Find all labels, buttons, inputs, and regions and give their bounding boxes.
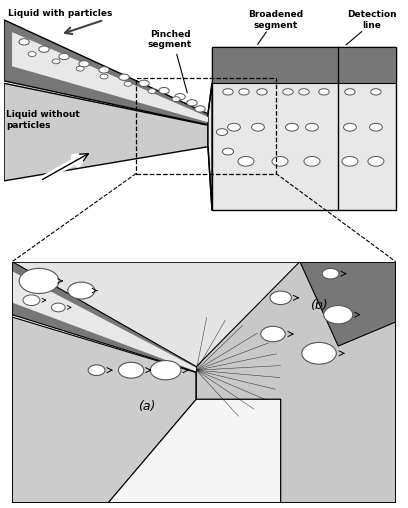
Circle shape — [39, 46, 49, 52]
Circle shape — [51, 303, 65, 312]
Circle shape — [342, 156, 358, 166]
Circle shape — [368, 156, 384, 166]
Circle shape — [187, 100, 197, 106]
Circle shape — [344, 123, 356, 131]
Circle shape — [52, 59, 60, 64]
Circle shape — [222, 148, 234, 155]
Polygon shape — [12, 271, 196, 371]
Circle shape — [148, 89, 156, 93]
Circle shape — [371, 89, 381, 95]
Circle shape — [175, 93, 185, 100]
Text: Detection
line: Detection line — [347, 10, 397, 29]
Circle shape — [100, 74, 108, 79]
Circle shape — [223, 89, 233, 95]
Polygon shape — [212, 47, 396, 210]
Text: Liquid with particles: Liquid with particles — [8, 9, 113, 18]
Polygon shape — [196, 262, 396, 503]
Circle shape — [261, 326, 285, 342]
Circle shape — [216, 129, 228, 136]
Circle shape — [270, 291, 291, 305]
Circle shape — [119, 74, 129, 80]
Circle shape — [88, 365, 105, 375]
Circle shape — [304, 156, 320, 166]
Polygon shape — [108, 373, 281, 503]
Circle shape — [286, 123, 298, 131]
Polygon shape — [12, 262, 196, 372]
Circle shape — [118, 362, 144, 378]
Polygon shape — [12, 32, 208, 122]
Circle shape — [306, 123, 318, 131]
Circle shape — [319, 89, 329, 95]
Circle shape — [252, 123, 264, 131]
Circle shape — [150, 361, 181, 380]
Circle shape — [228, 123, 240, 131]
Polygon shape — [212, 47, 396, 83]
Circle shape — [299, 89, 309, 95]
Circle shape — [124, 81, 132, 86]
Circle shape — [322, 268, 339, 279]
Polygon shape — [208, 83, 212, 210]
Text: (a): (a) — [138, 400, 155, 413]
Circle shape — [370, 123, 382, 131]
Text: Pinched
segment: Pinched segment — [148, 30, 192, 49]
Polygon shape — [196, 262, 396, 503]
Circle shape — [257, 89, 267, 95]
Circle shape — [159, 87, 169, 94]
Circle shape — [19, 268, 59, 294]
Polygon shape — [12, 317, 196, 503]
Circle shape — [272, 156, 288, 166]
Circle shape — [99, 67, 109, 73]
Polygon shape — [300, 262, 396, 346]
Circle shape — [68, 282, 95, 299]
Circle shape — [139, 80, 149, 86]
Circle shape — [23, 295, 40, 305]
Circle shape — [76, 66, 84, 71]
Circle shape — [19, 39, 29, 45]
Circle shape — [345, 89, 355, 95]
Circle shape — [195, 106, 205, 112]
Circle shape — [238, 156, 254, 166]
Circle shape — [239, 89, 249, 95]
Polygon shape — [4, 83, 208, 181]
Circle shape — [302, 342, 336, 364]
Circle shape — [283, 89, 293, 95]
Text: (b): (b) — [310, 299, 328, 311]
Circle shape — [79, 60, 89, 67]
Text: Liquid without
particles: Liquid without particles — [6, 110, 80, 130]
Text: Broadened
segment: Broadened segment — [248, 10, 304, 29]
Circle shape — [172, 97, 180, 102]
Circle shape — [59, 53, 69, 59]
Polygon shape — [4, 20, 208, 125]
Circle shape — [28, 52, 36, 56]
Circle shape — [324, 305, 353, 324]
